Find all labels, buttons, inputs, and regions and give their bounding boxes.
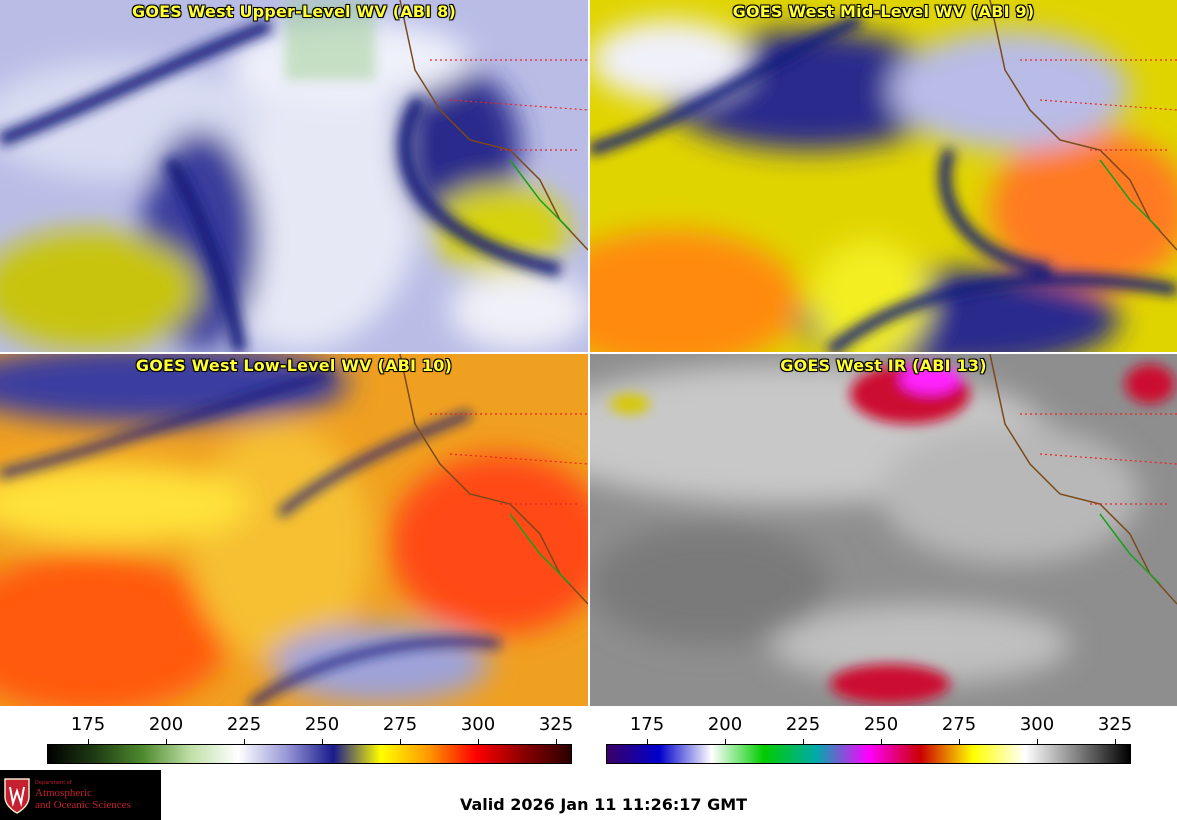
- colorbar-tick-mark: [1037, 739, 1038, 744]
- logo-line2: and Oceanic Sciences: [35, 799, 131, 811]
- colorbar-tick-mark: [725, 739, 726, 744]
- colorbar-tick-label: 250: [863, 714, 899, 735]
- colorbar-tick-label: 200: [148, 714, 184, 735]
- colorbar-tick-label: 250: [304, 714, 340, 735]
- logo-line1: Atmospheric: [35, 787, 92, 799]
- valid-timestamp: Valid 2026 Jan 11 11:26:17 GMT: [459, 795, 748, 814]
- panel-title: GOES West Low-Level WV (ABI 10): [135, 356, 453, 375]
- panel-title: GOES West Upper-Level WV (ABI 8): [132, 2, 456, 21]
- panel-ir: GOES West IR (ABI 13): [590, 354, 1177, 706]
- colorbar-tick-mark: [322, 739, 323, 744]
- colorbar-tick-mark: [400, 739, 401, 744]
- colorbar-tick-label: 275: [382, 714, 418, 735]
- colorbar-tick-mark: [244, 739, 245, 744]
- low-level-wv-image: [0, 354, 588, 706]
- colorbar-tick-label: 175: [70, 714, 106, 735]
- panel-title: GOES West Mid-Level WV (ABI 9): [732, 2, 1035, 21]
- panel-mid-level-wv: GOES West Mid-Level WV (ABI 9): [590, 0, 1177, 352]
- mid-level-wv-image: [590, 0, 1177, 352]
- colorbar-tick-mark: [647, 739, 648, 744]
- panel-divider-horizontal: [0, 352, 1177, 354]
- infrared-colorbar: [606, 744, 1131, 764]
- ir-image: [590, 354, 1177, 706]
- uw-aos-logo: Department of Atmospheric and Oceanic Sc…: [0, 770, 161, 820]
- colorbar-tick-mark: [478, 739, 479, 744]
- colorbar-tick-label: 300: [460, 714, 496, 735]
- logo-department-text: Department of: [35, 780, 72, 786]
- colorbar-tick-mark: [88, 739, 89, 744]
- panel-upper-level-wv: GOES West Upper-Level WV (ABI 8): [0, 0, 588, 352]
- colorbar-tick-mark: [166, 739, 167, 744]
- panel-low-level-wv: GOES West Low-Level WV (ABI 10): [0, 354, 588, 706]
- upper-level-wv-image: [0, 0, 588, 352]
- colorbar-tick-label: 225: [226, 714, 262, 735]
- panel-title: GOES West IR (ABI 13): [780, 356, 987, 375]
- colorbar-tick-mark: [959, 739, 960, 744]
- colorbar-tick-label: 325: [538, 714, 574, 735]
- colorbar-tick-label: 175: [629, 714, 665, 735]
- colorbar-tick-label: 300: [1019, 714, 1055, 735]
- colorbar-tick-mark: [803, 739, 804, 744]
- colorbar-tick-mark: [1115, 739, 1116, 744]
- colorbar-tick-label: 275: [941, 714, 977, 735]
- colorbar-tick-mark: [881, 739, 882, 744]
- water-vapor-colorbar: [47, 744, 572, 764]
- colorbar-tick-label: 225: [785, 714, 821, 735]
- colorbar-tick-label: 200: [707, 714, 743, 735]
- crest-icon: [4, 778, 30, 814]
- colorbar-tick-label: 325: [1097, 714, 1133, 735]
- colorbar-tick-mark: [556, 739, 557, 744]
